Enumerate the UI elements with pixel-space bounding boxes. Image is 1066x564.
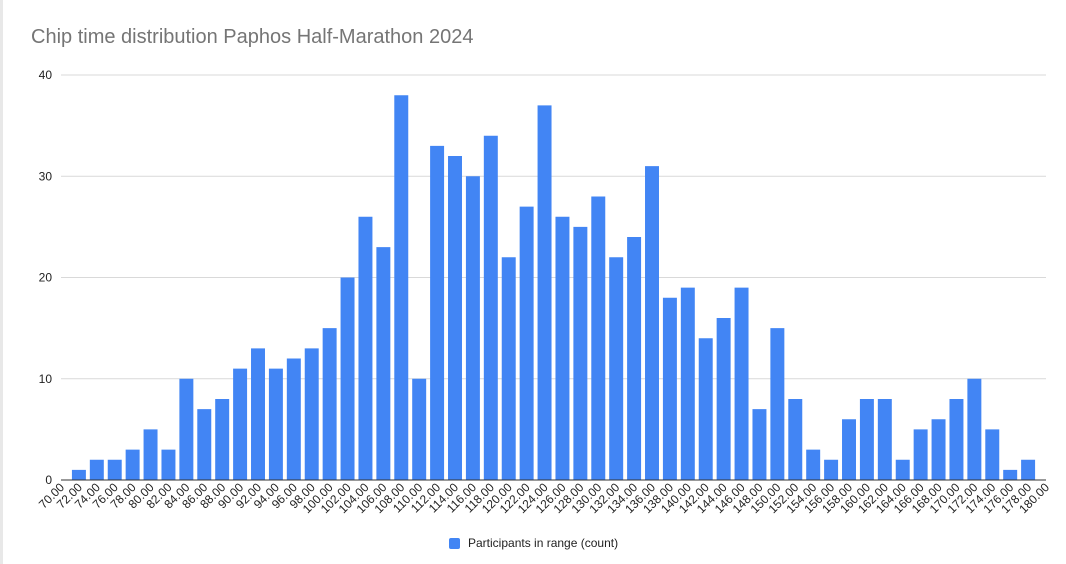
y-tick-label: 0	[45, 473, 52, 487]
bar	[573, 226, 588, 481]
bar	[483, 135, 498, 480]
bar	[824, 459, 839, 480]
chart-title: Chip time distribution Paphos Half-Marat…	[31, 26, 474, 48]
bar	[806, 449, 821, 481]
bar	[913, 429, 928, 481]
bar	[412, 378, 427, 480]
bar	[537, 105, 552, 481]
bar	[949, 399, 964, 480]
bar	[680, 287, 695, 481]
bar	[322, 328, 337, 481]
bar	[215, 399, 230, 480]
y-tick-label: 10	[39, 372, 53, 386]
bar	[698, 338, 713, 480]
bar	[107, 459, 122, 480]
bar	[465, 176, 480, 480]
bar	[519, 206, 534, 481]
bar	[716, 318, 731, 480]
bar	[877, 399, 892, 480]
bar	[197, 409, 212, 481]
bar	[179, 378, 194, 480]
bar	[895, 459, 910, 480]
bar	[734, 287, 749, 481]
bar	[555, 216, 570, 480]
bar	[125, 449, 140, 481]
bar	[967, 378, 982, 480]
bar	[609, 257, 624, 480]
bar	[251, 348, 265, 481]
bar	[842, 419, 856, 480]
legend-label: Participants in range (count)	[468, 536, 619, 550]
bar	[89, 459, 104, 480]
bar	[268, 368, 283, 481]
bar	[985, 429, 1000, 481]
legend-swatch	[449, 537, 460, 549]
bar	[752, 409, 767, 481]
bar	[662, 297, 677, 480]
bar	[1003, 469, 1018, 481]
bar	[376, 247, 391, 480]
bar	[71, 469, 86, 481]
bar	[627, 237, 642, 480]
bar	[358, 216, 373, 480]
y-tick-label: 40	[39, 68, 53, 82]
bar	[304, 348, 319, 481]
bar	[859, 399, 874, 480]
bar	[501, 257, 516, 480]
bar	[788, 399, 803, 480]
bar	[430, 145, 445, 481]
bar	[394, 95, 409, 480]
bar	[931, 419, 946, 480]
y-tick-label: 30	[39, 169, 53, 183]
bar	[448, 156, 462, 480]
bar	[161, 449, 176, 481]
bar	[770, 328, 785, 481]
bar	[1021, 459, 1036, 480]
bar	[645, 166, 659, 481]
bar	[233, 368, 248, 481]
bar	[286, 358, 301, 480]
y-tick-label: 20	[39, 271, 53, 285]
bar	[591, 196, 606, 480]
window-edge	[0, 0, 3, 564]
legend[interactable]: Participants in range (count)	[449, 536, 618, 550]
bar	[340, 277, 355, 480]
bar	[143, 429, 158, 481]
